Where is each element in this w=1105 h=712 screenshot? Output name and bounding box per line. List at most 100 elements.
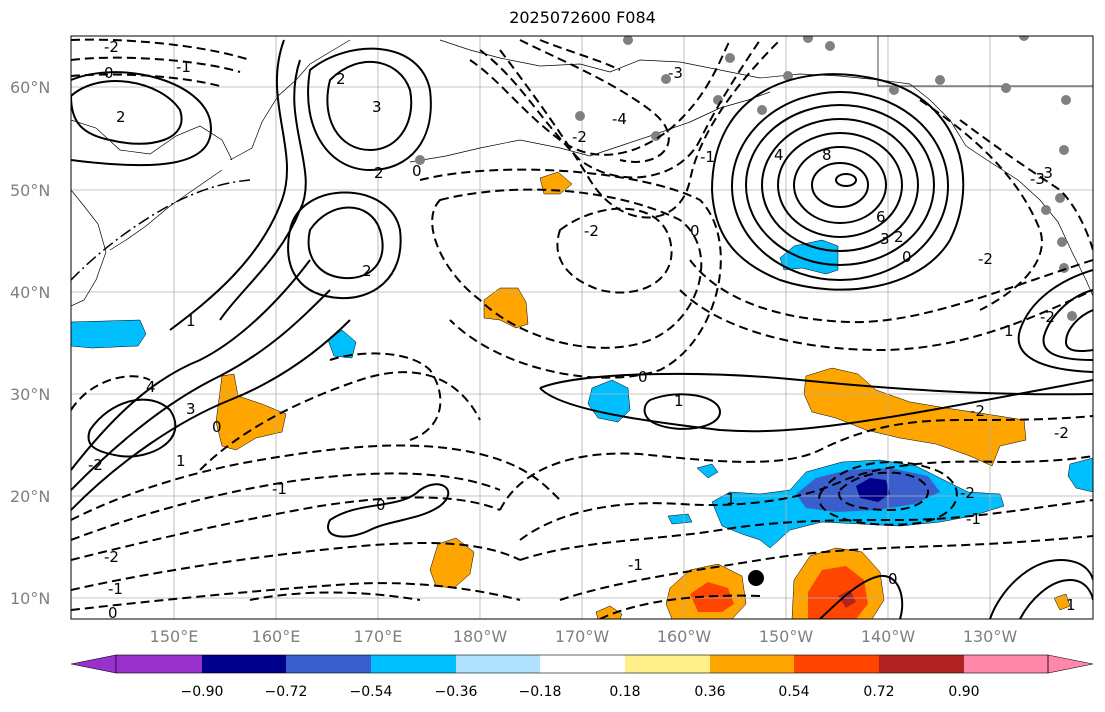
clabel: -1	[176, 58, 191, 76]
clabel: -2	[978, 250, 993, 268]
colorbar-swatch	[794, 655, 879, 673]
clabel: 3	[372, 98, 382, 116]
clabel: 6	[876, 208, 886, 226]
coast-kurils	[109, 169, 223, 251]
clabel: -3	[1038, 164, 1053, 182]
clabel: 0	[888, 570, 898, 588]
clabel: 0	[212, 418, 222, 436]
coast-kamchatka	[229, 39, 351, 161]
clabel: 0	[902, 248, 912, 266]
latitude-axis: 60°N 50°N 40°N 30°N 20°N 10°N	[10, 78, 50, 608]
coast-okhotsk	[71, 119, 233, 161]
blue-patch-east	[1067, 457, 1093, 493]
contour-labels: -2 -1 0 2 3 2 2 0 -4 -3 -2 -1 8 6 4 3 2 …	[88, 38, 1076, 622]
colorbar-swatch	[879, 655, 964, 673]
clabel: 1	[176, 452, 186, 470]
orange-patch-small-south	[595, 605, 623, 619]
colorbar-tick: −0.90	[181, 684, 224, 700]
clabel: 2	[116, 108, 126, 126]
lat-label-40n: 40°N	[10, 283, 50, 302]
colorbar-extend-high	[1047, 654, 1094, 674]
darkred-patch-tropics-east	[838, 590, 856, 608]
lat-label-50n: 50°N	[10, 181, 50, 200]
blue-patch-small-a	[696, 463, 719, 479]
lon-label-140w: 140°W	[861, 627, 916, 646]
lat-label-20n: 20°N	[10, 487, 50, 506]
clabel: 1	[674, 392, 684, 410]
map-title: 2025072600 F084	[509, 8, 656, 27]
lon-label-160w: 160°W	[657, 627, 712, 646]
colorbar-tick: 0.18	[609, 684, 640, 700]
clabel: 0	[690, 222, 700, 240]
clabel: 0	[108, 604, 118, 622]
clabel: -1	[272, 480, 287, 498]
lon-label-170e: 170°E	[354, 627, 403, 646]
blue-patch-small-b	[667, 513, 693, 525]
clabel: 0	[412, 162, 422, 180]
colorbar-tick: 0.54	[778, 684, 809, 700]
clabel: -3	[1030, 170, 1045, 188]
colorbar-swatch	[116, 655, 202, 673]
clabel: -3	[668, 64, 683, 82]
negative-contours	[71, 38, 1093, 619]
orange-patch-180	[483, 287, 529, 329]
clabel: 1	[186, 312, 196, 330]
colorbar-tick: −0.36	[435, 684, 478, 700]
clabel: 0	[638, 368, 648, 386]
storm-position-marker	[748, 570, 764, 586]
coast-frame-box	[877, 36, 1093, 87]
red-patch-tropics-east	[808, 566, 868, 619]
colorbar-tick: −0.72	[265, 684, 308, 700]
blue-patch-west	[71, 319, 147, 349]
clabel: -2	[1054, 424, 1069, 442]
colorbar-tick: 0.36	[694, 684, 725, 700]
lon-label-150w: 150°W	[759, 627, 814, 646]
clabel: -2	[970, 402, 985, 420]
lon-label-150e: 150°E	[150, 627, 199, 646]
lon-label-130w: 130°W	[963, 627, 1018, 646]
clabel: 8	[822, 146, 832, 164]
clabel: 4	[146, 378, 156, 396]
clabel: 3	[880, 230, 890, 248]
longitude-axis: 150°E 160°E 170°E 180°W 170°W 160°W 150°…	[150, 627, 1018, 646]
clabel: -2	[88, 456, 103, 474]
clabel: -1	[628, 556, 643, 574]
clabel: 0	[376, 496, 386, 514]
clabel: -2	[584, 222, 599, 240]
colorbar-tick: −0.54	[350, 684, 393, 700]
clabel: -4	[612, 110, 627, 128]
clabel: -1	[700, 148, 715, 166]
lat-label-10n: 10°N	[10, 589, 50, 608]
orange-patch-subtropics	[803, 367, 1027, 467]
colorbar-tick: −0.18	[519, 684, 562, 700]
clabel: 1	[726, 490, 736, 508]
blue-patch-165e	[327, 329, 357, 359]
coast-bc	[909, 83, 1093, 297]
clabel: 0	[104, 64, 114, 82]
lon-label-170w: 170°W	[555, 627, 610, 646]
clabel: -2	[104, 548, 119, 566]
colorbar-swatch	[371, 655, 456, 673]
lat-label-60n: 60°N	[10, 78, 50, 97]
clabel: 2	[374, 164, 384, 182]
coast-aleutians	[409, 91, 771, 163]
clabel: -2	[960, 484, 975, 502]
clabel: 2	[362, 262, 372, 280]
coastlines	[71, 36, 1093, 307]
orange-patch-175e-south	[429, 537, 475, 589]
coast-alaska	[439, 39, 911, 85]
lon-label-180w: 180°W	[453, 627, 508, 646]
clabel: 2	[336, 70, 346, 88]
station-markers	[415, 36, 1077, 321]
clabel: 3	[186, 400, 196, 418]
positive-shading	[215, 171, 1071, 619]
clabel: 4	[774, 146, 784, 164]
colorbar-extend-low	[70, 654, 117, 674]
clabel: -2	[1040, 308, 1055, 326]
colorbar-tick: 0.90	[948, 684, 979, 700]
map-frame	[70, 35, 1094, 620]
colorbar-swatch	[964, 655, 1048, 673]
colorbar-swatch	[202, 655, 286, 673]
clabel: -1	[108, 580, 123, 598]
